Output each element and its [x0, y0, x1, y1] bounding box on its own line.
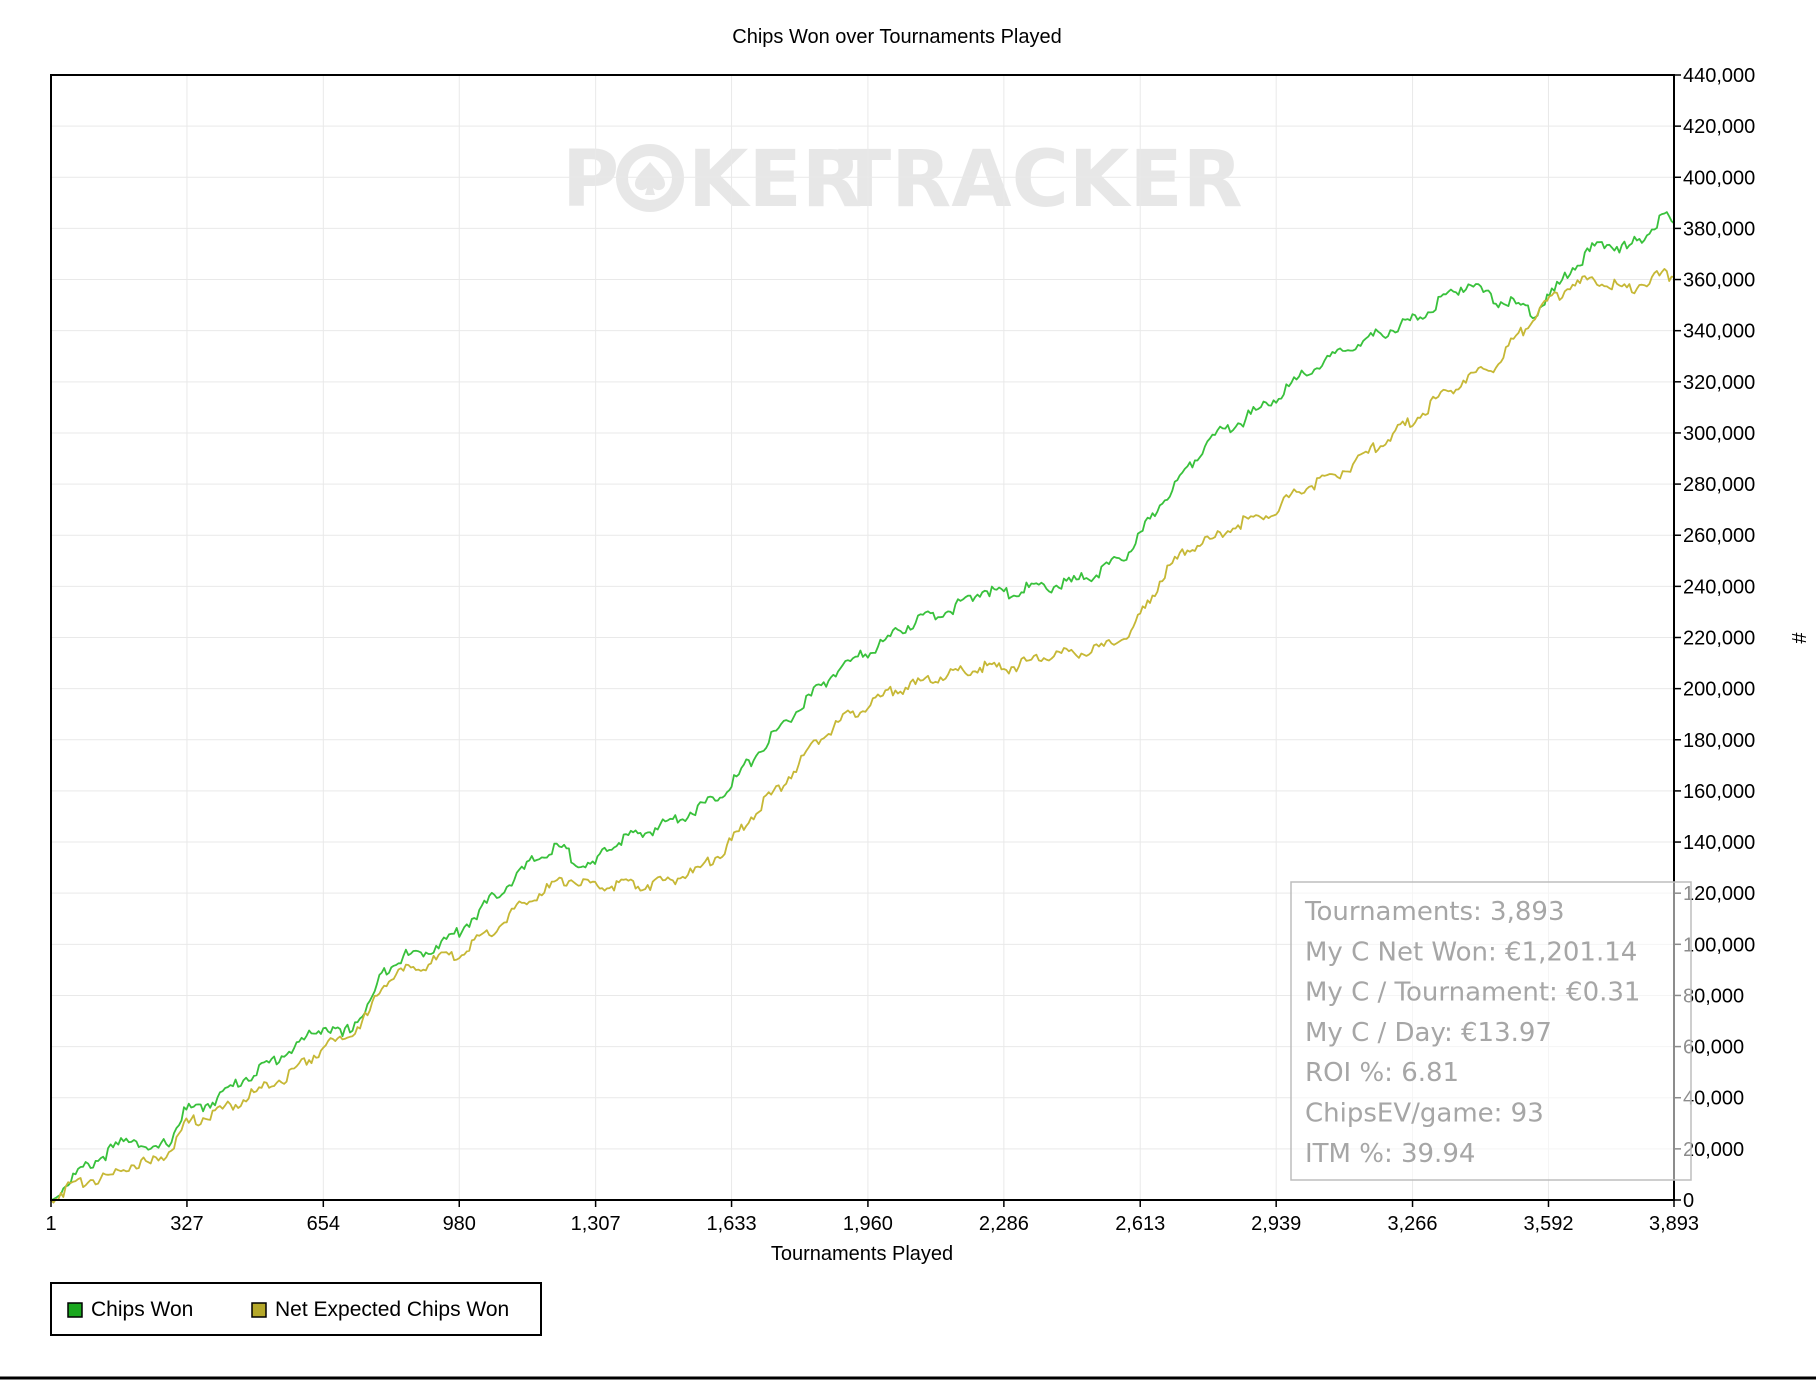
legend: Chips Won Net Expected Chips Won	[50, 1282, 542, 1336]
x-tick-label: 980	[443, 1213, 476, 1235]
watermark-left: P	[562, 135, 619, 225]
y-tick-label: 40,000	[1683, 1088, 1744, 1110]
y-tick-label: 180,000	[1683, 730, 1755, 752]
watermark-right: TRACKER	[838, 135, 1243, 225]
x-tick-label: 3,893	[1649, 1213, 1699, 1235]
y-tick-label: 200,000	[1683, 679, 1755, 701]
x-tick-label: 327	[170, 1213, 203, 1235]
y-tick-label: 420,000	[1683, 116, 1755, 138]
y-tick-label: 360,000	[1683, 270, 1755, 292]
y-tick-label: 280,000	[1683, 474, 1755, 496]
legend-swatch-net-expected	[251, 1302, 267, 1318]
y-tick-label: 0	[1683, 1190, 1694, 1212]
series-group	[50, 211, 1675, 1204]
stat-line: My C / Day: €13.97	[1305, 1018, 1552, 1048]
watermark-mid: KER	[688, 135, 862, 225]
x-tick-label: 1	[45, 1213, 56, 1235]
y-axis: 0 20,000 40,000 60,000 80,000 100,000 120,000 1…	[1674, 65, 1755, 1212]
y-tick-label: 20,000	[1683, 1139, 1744, 1161]
legend-label-net-expected: Net Expected Chips Won	[275, 1298, 509, 1321]
x-axis: 1 327 654 980 1,307 1,633 1,960 2,286 2,613 2,939…	[45, 1200, 1699, 1235]
y-tick-label: 120,000	[1683, 883, 1755, 905]
y-tick-label: 380,000	[1683, 218, 1755, 240]
spade-chip-icon	[616, 144, 684, 212]
y-tick-label: 220,000	[1683, 628, 1755, 650]
stat-line: ROI %: 6.81	[1305, 1058, 1459, 1088]
y-tick-label: 140,000	[1683, 832, 1755, 854]
x-tick-label: 3,592	[1523, 1213, 1573, 1235]
x-tick-label: 1,307	[571, 1213, 621, 1235]
y-tick-label: 240,000	[1683, 576, 1755, 598]
x-axis-label: Tournaments Played	[771, 1243, 953, 1265]
x-tick-label: 654	[307, 1213, 340, 1235]
x-tick-label: 3,266	[1388, 1213, 1438, 1235]
stats-box: Tournaments: 3,893 My C Net Won: €1,201.1…	[1290, 881, 1692, 1181]
legend-label-chips-won: Chips Won	[91, 1298, 193, 1321]
y-tick-label: 160,000	[1683, 781, 1755, 803]
x-tick-label: 1,960	[843, 1213, 893, 1235]
series-line-chips-won	[50, 211, 1675, 1201]
y-tick-label: 400,000	[1683, 167, 1755, 189]
x-tick-label: 2,286	[979, 1213, 1029, 1235]
stat-line: Tournaments: 3,893	[1304, 897, 1565, 927]
x-tick-label: 2,613	[1115, 1213, 1165, 1235]
y-tick-label: 320,000	[1683, 372, 1755, 394]
series-line-net-expected-chips-won	[50, 268, 1675, 1204]
y-tick-label: 440,000	[1683, 65, 1755, 87]
chart-title: Chips Won over Tournaments Played	[732, 26, 1061, 48]
y-tick-label: 340,000	[1683, 321, 1755, 343]
y-tick-label: 100,000	[1683, 934, 1755, 956]
y-tick-label: 80,000	[1683, 985, 1744, 1007]
stat-line: My C / Tournament: €0.31	[1305, 978, 1640, 1008]
y-axis-label: #	[1787, 632, 1809, 644]
x-tick-label: 1,633	[707, 1213, 757, 1235]
y-tick-label: 260,000	[1683, 525, 1755, 547]
x-tick-label: 2,939	[1251, 1213, 1301, 1235]
stat-line: My C Net Won: €1,201.14	[1305, 937, 1637, 967]
stat-line: ITM %: 39.94	[1305, 1139, 1475, 1169]
y-tick-label: 300,000	[1683, 423, 1755, 445]
legend-swatch-chips-won	[67, 1302, 83, 1318]
stat-line: ChipsEV/game: 93	[1305, 1099, 1544, 1129]
watermark: P KER TRACKER	[562, 135, 1243, 225]
y-tick-label: 60,000	[1683, 1037, 1744, 1059]
